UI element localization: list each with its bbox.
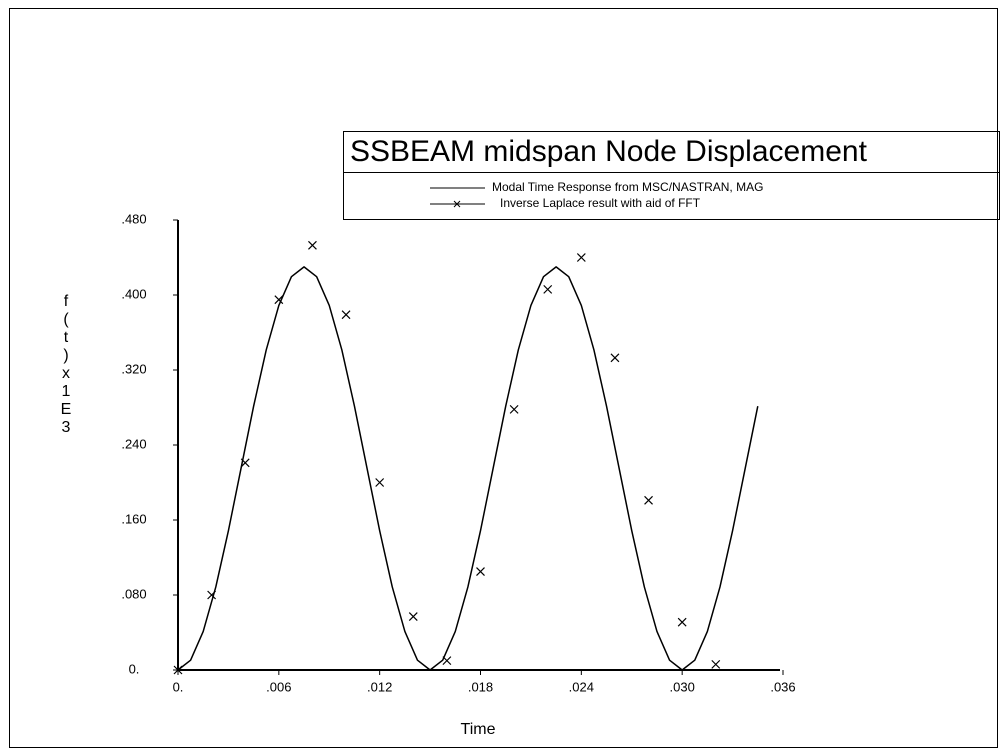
marker (341, 310, 351, 320)
x-tick-label: .036 (770, 679, 795, 694)
legend-box (343, 131, 1000, 220)
x-tick-label: .012 (367, 679, 392, 694)
chart-title: SSBEAM midspan Node Displacement (350, 135, 868, 168)
marker (240, 458, 250, 468)
marker (677, 617, 687, 627)
marker (173, 665, 183, 675)
y-axis-label: f(t) x 1 E 3 (61, 293, 72, 436)
marker (308, 240, 317, 250)
x-tick-label: .006 (266, 679, 291, 694)
marker (207, 590, 217, 600)
y-tick-label: 0. (129, 661, 140, 676)
y-tick-label: .400 (121, 286, 146, 301)
line (177, 266, 759, 671)
legend-label: Modal Time Response from MSC/NASTRAN, MA… (492, 180, 763, 194)
marker (509, 404, 519, 414)
y-tick-label: .080 (121, 586, 146, 601)
marker (274, 295, 284, 305)
y-tick-label: .320 (121, 361, 146, 376)
marker (408, 612, 418, 621)
marker (543, 284, 553, 294)
x-tick-label: 0. (173, 679, 184, 694)
x-tick-label: .030 (670, 679, 695, 694)
marker (375, 478, 385, 487)
frame (9, 8, 998, 748)
y-tick-label: .480 (121, 211, 146, 226)
legend-label: Inverse Laplace result with aid of FFT (500, 196, 701, 210)
marker (610, 353, 620, 363)
y-tick-label: .240 (121, 436, 146, 451)
x-tick-label: .018 (468, 679, 493, 694)
y-tick-label: .160 (121, 511, 146, 526)
marker (442, 656, 452, 666)
x-tick-label: .024 (569, 679, 594, 694)
marker (576, 253, 586, 262)
marker (711, 659, 721, 669)
marker (476, 567, 485, 576)
x-axis-label: Time (461, 721, 496, 738)
legend-marker (453, 200, 461, 208)
marker (644, 495, 653, 505)
